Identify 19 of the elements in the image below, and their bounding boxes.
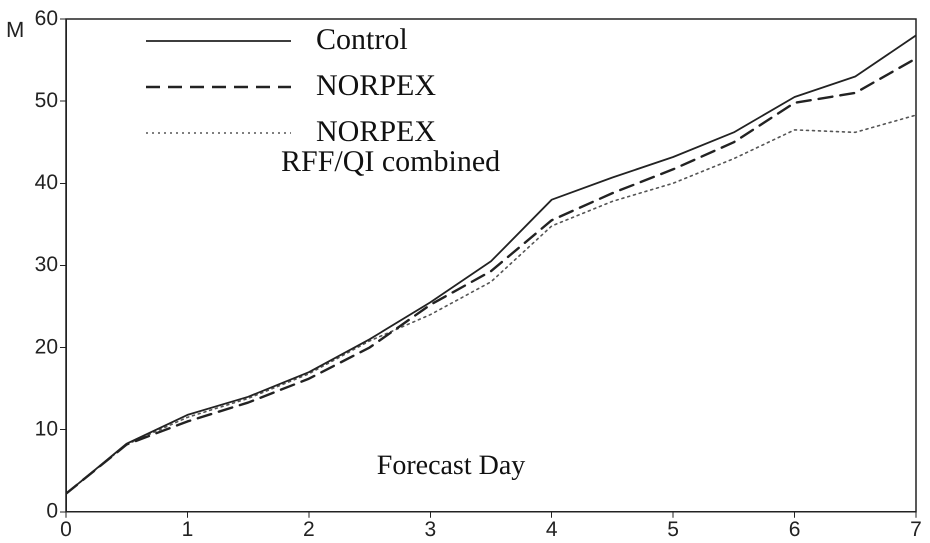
y-tick-label: 50 (34, 88, 58, 112)
x-tick-label: 5 (667, 518, 679, 542)
x-tick-label: 3 (424, 518, 436, 542)
x-tick-label: 1 (182, 518, 194, 542)
y-tick-label: 0 (46, 500, 58, 523)
y-tick-label: 10 (34, 417, 58, 440)
x-tick-label: 4 (546, 518, 558, 542)
y-tick-label: 40 (34, 171, 58, 194)
y-axis-title: M (6, 17, 24, 42)
legend-label: NORPEX (316, 68, 436, 102)
x-tick-label: 2 (303, 518, 315, 542)
x-axis-title: Forecast Day (376, 450, 526, 481)
y-tick-label: 60 (34, 6, 58, 30)
y-tick-label: 20 (34, 335, 58, 358)
legend-label: NORPEX RFF/QI combined (281, 114, 500, 178)
x-tick-label: 7 (910, 518, 922, 542)
y-tick-label: 30 (34, 253, 58, 276)
legend-label: Control (316, 22, 408, 56)
x-tick-label: 6 (788, 518, 800, 542)
